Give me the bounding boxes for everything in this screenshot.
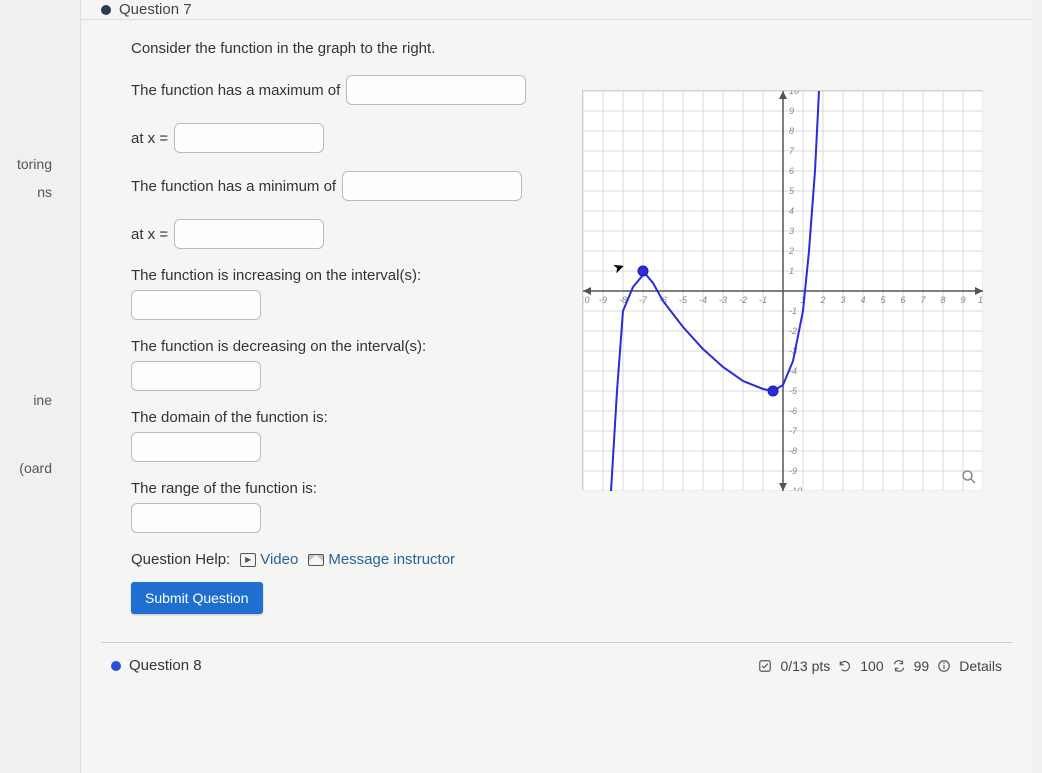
svg-text:-4: -4: [699, 295, 707, 305]
domain-label: The domain of the function is:: [131, 409, 562, 426]
sidebar-item[interactable]: ine: [0, 386, 60, 414]
sidebar-item[interactable]: toring: [0, 150, 60, 178]
min-label: The function has a minimum of: [131, 178, 336, 195]
function-graph[interactable]: ➤ -10-9-8-7-6-5-4-3-2-112345678910-10-9-…: [582, 90, 982, 490]
svg-text:8: 8: [940, 295, 945, 305]
svg-text:-1: -1: [789, 306, 797, 316]
undo-icon: [838, 659, 852, 673]
svg-text:10: 10: [789, 91, 799, 96]
info-icon: [937, 659, 951, 673]
main-panel: Question 7 Consider the function in the …: [80, 0, 1032, 773]
svg-text:3: 3: [789, 226, 794, 236]
question-header: Question 7: [81, 0, 1032, 20]
svg-text:-7: -7: [639, 295, 648, 305]
video-icon: ▶: [240, 553, 256, 567]
help-row: Question Help: ▶ Video Message instructo…: [131, 551, 562, 568]
help-label: Question Help:: [131, 551, 230, 568]
svg-text:4: 4: [789, 206, 794, 216]
max-value-input[interactable]: [346, 75, 526, 105]
next-question-label: Question 8: [129, 657, 202, 674]
svg-text:-3: -3: [719, 295, 727, 305]
min-value-input[interactable]: [342, 171, 522, 201]
domain-input[interactable]: [131, 432, 261, 462]
svg-text:4: 4: [860, 295, 865, 305]
sidebar: toring ns ine oard): [0, 0, 60, 773]
retry-icon: [892, 659, 906, 673]
svg-text:-1: -1: [759, 295, 767, 305]
svg-text:2: 2: [788, 246, 794, 256]
min-x-input[interactable]: [174, 219, 324, 249]
svg-text:-9: -9: [789, 466, 797, 476]
svg-text:-2: -2: [739, 295, 747, 305]
decreasing-input[interactable]: [131, 361, 261, 391]
video-link[interactable]: ▶ Video: [240, 551, 298, 568]
question-status-dot: [101, 5, 111, 15]
at-x-label-2: at x =: [131, 226, 168, 243]
svg-text:-5: -5: [679, 295, 688, 305]
message-instructor-link[interactable]: Message instructor: [308, 551, 455, 568]
at-x-label: at x =: [131, 130, 168, 147]
question-meta: 0/13 pts 100 99 Details: [758, 658, 1002, 674]
svg-text:-9: -9: [599, 295, 607, 305]
increasing-input[interactable]: [131, 290, 261, 320]
svg-text:2: 2: [819, 295, 825, 305]
svg-text:-5: -5: [789, 386, 798, 396]
svg-text:-6: -6: [789, 406, 797, 416]
svg-text:-10: -10: [789, 486, 802, 491]
check-icon: [758, 659, 772, 673]
svg-text:-10: -10: [583, 295, 590, 305]
next-question-row[interactable]: Question 8 0/13 pts 100 99 Details: [101, 642, 1012, 688]
question-body: Consider the function in the graph to th…: [131, 40, 562, 614]
max-label: The function has a maximum of: [131, 82, 340, 99]
svg-text:9: 9: [960, 295, 965, 305]
mail-icon: [308, 554, 324, 566]
svg-text:3: 3: [840, 295, 845, 305]
svg-text:-7: -7: [789, 426, 798, 436]
intro-text: Consider the function in the graph to th…: [131, 40, 435, 57]
svg-text:9: 9: [789, 106, 794, 116]
svg-text:-8: -8: [789, 446, 797, 456]
zoom-icon[interactable]: [960, 468, 978, 486]
range-input[interactable]: [131, 503, 261, 533]
decreasing-label: The function is decreasing on the interv…: [131, 338, 562, 355]
question-status-dot: [111, 661, 121, 671]
sidebar-item[interactable]: oard): [0, 454, 60, 482]
svg-text:6: 6: [789, 166, 794, 176]
range-label: The range of the function is:: [131, 480, 562, 497]
svg-text:10: 10: [978, 295, 983, 305]
sidebar-item[interactable]: ns: [0, 178, 60, 206]
max-x-input[interactable]: [174, 123, 324, 153]
increasing-label: The function is increasing on the interv…: [131, 267, 562, 284]
question-number: Question 7: [119, 1, 192, 18]
details-link[interactable]: Details: [959, 658, 1002, 674]
svg-text:8: 8: [789, 126, 794, 136]
svg-text:1: 1: [789, 266, 794, 276]
submit-button[interactable]: Submit Question: [131, 582, 263, 614]
svg-text:6: 6: [900, 295, 905, 305]
svg-text:-2: -2: [789, 326, 797, 336]
